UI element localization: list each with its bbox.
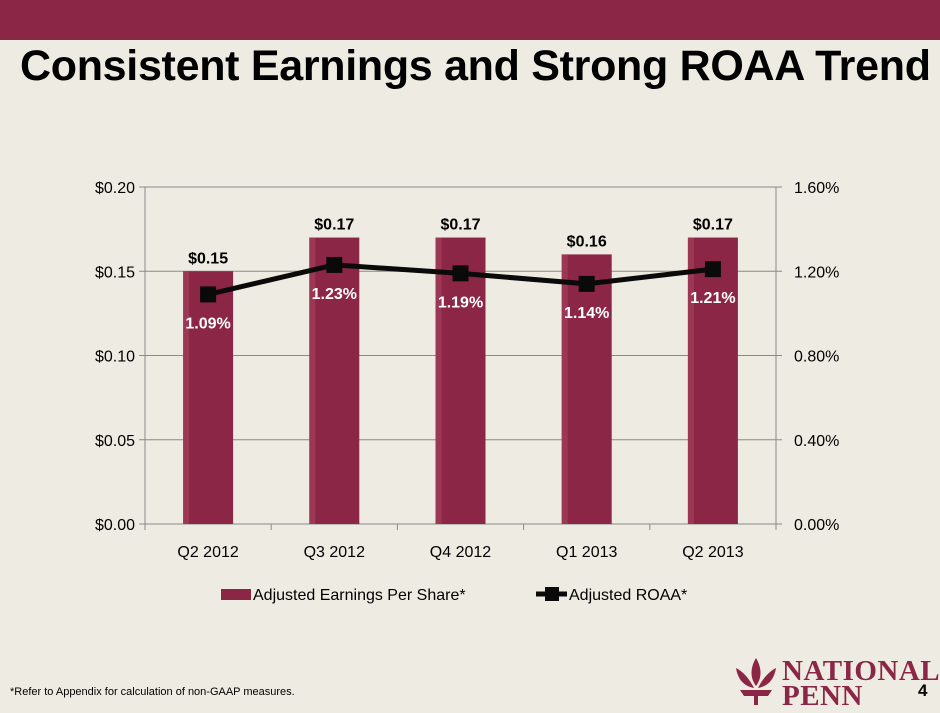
roaa-data-label: 1.14% — [564, 305, 609, 322]
left-axis-tick-label: $0.20 — [95, 180, 135, 197]
eps-data-label: $0.15 — [188, 250, 228, 267]
eps-bar-highlight — [183, 271, 190, 524]
right-axis-tick-label: 0.00% — [794, 517, 839, 534]
tulip-logo-icon — [736, 658, 776, 705]
header-bar — [0, 0, 940, 40]
x-axis-category-label: Q2 2012 — [177, 544, 238, 561]
national-penn-logo: NATIONAL PENN — [732, 655, 940, 712]
left-axis-tick-label: $0.10 — [95, 349, 135, 366]
roaa-marker — [704, 261, 721, 278]
eps-bar-highlight — [309, 237, 316, 525]
left-axis-tick-label: $0.00 — [95, 517, 135, 534]
eps-bar-highlight — [561, 254, 568, 524]
roaa-data-label: 1.19% — [438, 294, 483, 311]
footnote: *Refer to Appendix for calculation of no… — [10, 686, 295, 698]
legend-label-roaa: Adjusted ROAA* — [569, 587, 687, 604]
right-axis-tick-label: 1.60% — [794, 180, 839, 197]
x-axis-category-label: Q2 2013 — [682, 544, 743, 561]
roaa-marker — [452, 265, 469, 282]
eps-bar-highlight — [435, 237, 442, 525]
legend-swatch-eps — [221, 589, 251, 600]
right-axis-tick-label: 1.20% — [794, 264, 839, 281]
legend-label-eps: Adjusted Earnings Per Share* — [253, 587, 466, 604]
eps-bar — [183, 271, 234, 524]
eps-bar — [309, 237, 360, 525]
right-axis-tick-label: 0.40% — [794, 433, 839, 450]
roaa-data-label: 1.21% — [690, 290, 735, 307]
roaa-marker — [578, 275, 595, 292]
logo-text-line2: PENN — [782, 680, 863, 712]
x-axis-category-label: Q1 2013 — [556, 544, 617, 561]
combo-chart: $0.00 $0.05 $0.10 $0.15 $0.20 0.00% 0.40% 0.80%… — [95, 180, 839, 604]
left-axis-tick-label: $0.15 — [95, 264, 135, 281]
eps-bar-highlight — [687, 237, 694, 525]
eps-data-label: $0.17 — [440, 217, 480, 234]
roaa-data-label: 1.09% — [185, 315, 230, 332]
eps-bar — [687, 237, 738, 525]
roaa-marker — [326, 256, 343, 273]
x-axis-category-label: Q4 2012 — [430, 544, 491, 561]
eps-bar — [435, 237, 486, 525]
page-number: 4 — [918, 681, 928, 700]
eps-bar — [561, 254, 612, 524]
logo-text-line1: NATIONAL — [782, 655, 940, 687]
roaa-marker — [200, 286, 217, 303]
legend-swatch-roaa-marker — [545, 587, 559, 601]
left-axis-tick-label: $0.05 — [95, 433, 135, 450]
eps-data-label: $0.16 — [567, 233, 607, 250]
x-axis-category-label: Q3 2012 — [304, 544, 365, 561]
slide-title: Consistent Earnings and Strong ROAA Tren… — [20, 42, 931, 90]
roaa-data-label: 1.23% — [312, 286, 357, 303]
right-axis-tick-label: 0.80% — [794, 349, 839, 366]
eps-data-label: $0.17 — [314, 217, 354, 234]
eps-data-label: $0.17 — [693, 217, 733, 234]
